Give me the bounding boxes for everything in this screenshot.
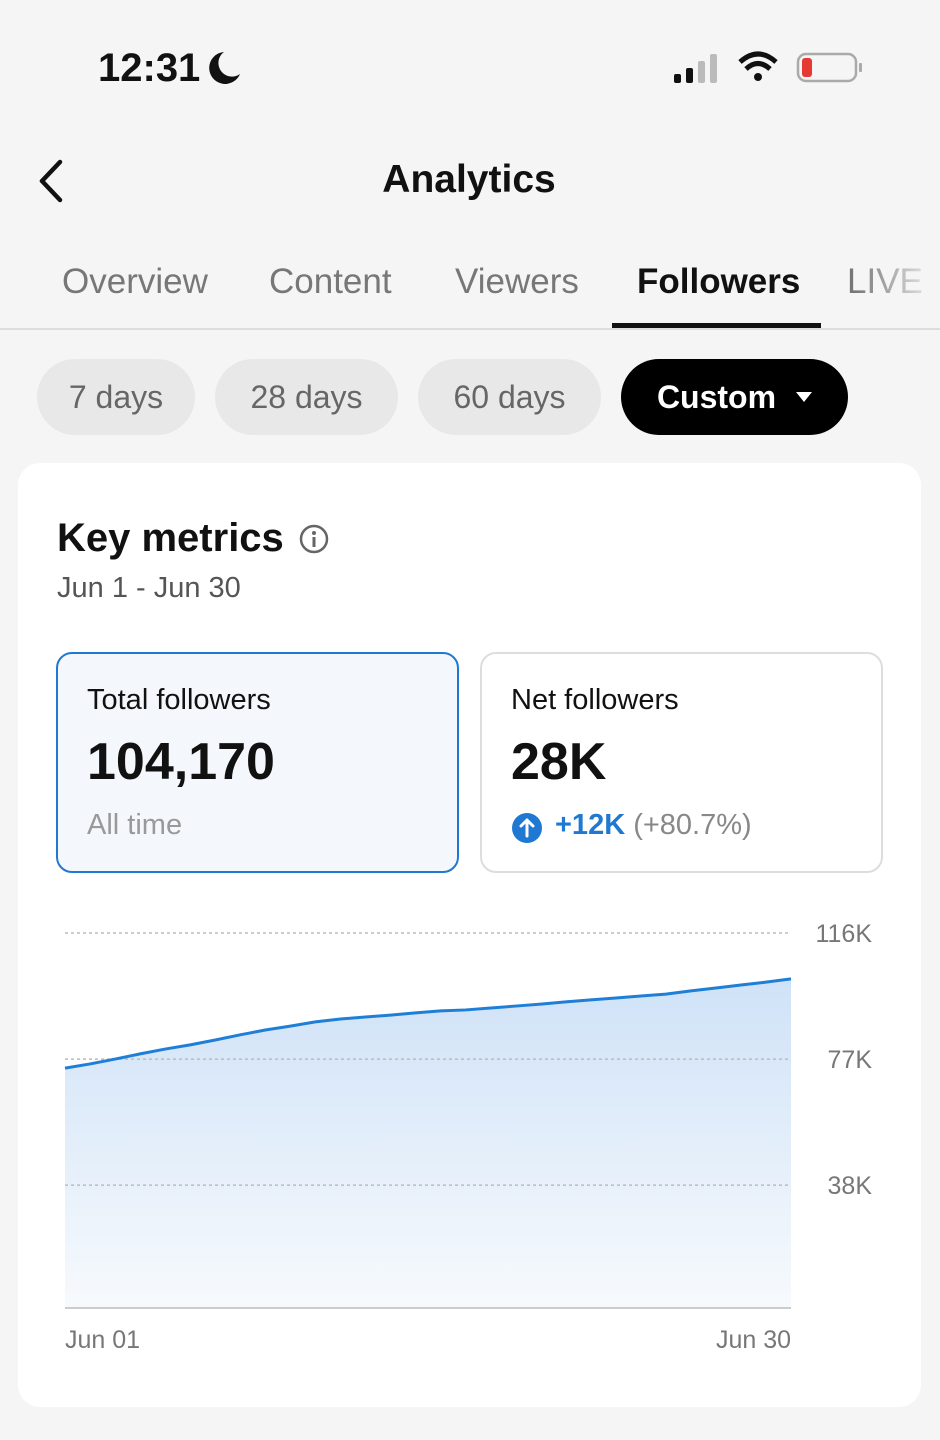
filter-label: 7 days: [68, 378, 164, 415]
x-tick-label: Jun 01: [65, 1326, 140, 1354]
metric-label: Total followers: [87, 684, 271, 716]
card-title: Key metrics: [57, 516, 284, 560]
area: [65, 978, 791, 1308]
filter-label: Custom: [656, 378, 777, 415]
tab[interactable]: Viewers: [455, 262, 579, 301]
y-tick-label: 116K: [815, 920, 872, 948]
filter-label: 60 days: [453, 378, 566, 415]
filter-pill[interactable]: 7 days: [37, 359, 195, 435]
tab[interactable]: Overview: [62, 262, 208, 301]
metric-label: Net followers: [511, 684, 679, 716]
date-range: Jun 1 - Jun 30: [57, 572, 241, 604]
filter-label: 28 days: [250, 378, 363, 415]
line: [64, 977, 792, 1070]
metric-box[interactable]: Total followers 104,170 All time: [56, 652, 459, 873]
chart: 38K 77K 116K Jun 01 Jun 30: [64, 920, 873, 1354]
status-time: 12:31: [98, 46, 201, 90]
filter-pill[interactable]: 28 days: [215, 359, 398, 435]
metric-value: 28K: [511, 733, 607, 791]
status-icons: [674, 51, 862, 83]
metric-box[interactable]: Net followers 28K +12K (+80.7%): [480, 652, 883, 873]
back-button[interactable]: [34, 156, 70, 206]
tab-underline: [612, 323, 821, 328]
tab-divider: [0, 328, 940, 330]
metric-change-pct: (+80.7%): [633, 809, 752, 841]
metric-change: +12K: [555, 809, 626, 841]
moon-icon: [209, 52, 240, 84]
tab-fade: [855, 232, 940, 328]
metric-note: All time: [87, 809, 183, 841]
y-tick-label: 77K: [828, 1046, 873, 1074]
y-tick-label: 38K: [828, 1172, 873, 1200]
info-icon[interactable]: [298, 523, 330, 555]
up-icon: [512, 813, 542, 843]
metric-value: 104,170: [87, 733, 275, 791]
dropdown-arrow: [796, 392, 813, 402]
metric-change-row: +12K (+80.7%): [555, 809, 752, 842]
tab[interactable]: Content: [269, 262, 392, 301]
header-title: Analytics: [382, 158, 556, 201]
filter-pill[interactable]: Custom: [621, 359, 848, 435]
x-tick-label: Jun 30: [716, 1326, 791, 1354]
tab[interactable]: Followers: [637, 262, 801, 301]
filter-pill[interactable]: 60 days: [418, 359, 601, 435]
